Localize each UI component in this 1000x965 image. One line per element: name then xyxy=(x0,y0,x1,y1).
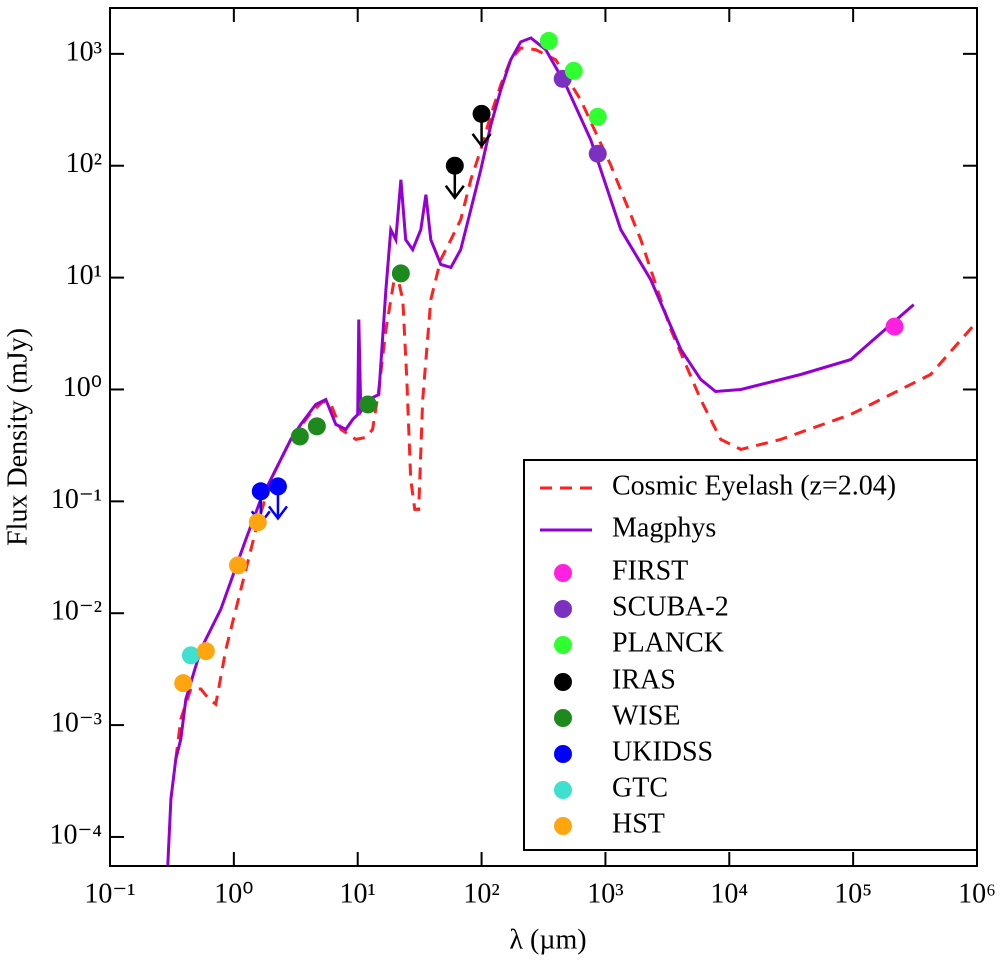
y-tick-label: 10⁻⁴ xyxy=(49,819,102,850)
x-tick-label: 10³ xyxy=(587,878,623,909)
x-tick-label: 10⁻¹ xyxy=(84,878,135,909)
point-group xyxy=(181,646,200,665)
y-tick-label: 10¹ xyxy=(66,260,102,291)
legend-entry: IRAS xyxy=(554,664,676,695)
point-group xyxy=(250,477,288,526)
plot-frame xyxy=(109,7,978,867)
legend-label: FIRST xyxy=(612,555,688,586)
legend-box xyxy=(523,459,978,851)
point-group xyxy=(444,104,492,200)
data-point xyxy=(588,107,607,126)
x-tick-label: 10⁶ xyxy=(958,878,996,909)
legend-entry: FIRST xyxy=(554,555,688,586)
x-tick-label: 10⁰ xyxy=(214,878,253,909)
x-tick-label: 10⁵ xyxy=(834,878,872,909)
legend-label: Cosmic Eyelash (z=2.04) xyxy=(612,470,896,501)
legend-swatch xyxy=(554,673,572,691)
legend-label: IRAS xyxy=(612,664,676,695)
point-group xyxy=(885,317,904,336)
legend-entry: Magphys xyxy=(540,512,716,543)
legend-label: UKIDSS xyxy=(612,736,713,767)
y-axis-label: Flux Density (mJy) xyxy=(2,328,33,546)
legend-label: HST xyxy=(612,808,665,839)
point-group xyxy=(290,264,410,446)
y-tick-label: 10⁻³ xyxy=(51,708,102,739)
data-point xyxy=(228,556,247,575)
legend-label: Magphys xyxy=(612,512,716,543)
x-tick-label: 10⁴ xyxy=(710,878,748,909)
y-tick-label: 10² xyxy=(66,148,102,179)
data-point xyxy=(539,31,558,50)
data-point xyxy=(251,482,270,501)
legend-entry: GTC xyxy=(554,772,668,803)
data-point xyxy=(307,417,326,436)
data-point xyxy=(268,477,287,496)
data-point xyxy=(472,104,491,123)
data-point xyxy=(248,513,267,532)
legend-swatch xyxy=(554,745,572,763)
legend-swatch xyxy=(554,564,572,582)
sed-line xyxy=(166,36,915,866)
x-tick-label: 10¹ xyxy=(340,878,376,909)
x-tick-label: 10² xyxy=(463,878,499,909)
y-tick-label: 10⁰ xyxy=(63,372,102,403)
legend-label: PLANCK xyxy=(612,627,724,658)
data-point xyxy=(358,395,377,414)
legend-label: SCUBA-2 xyxy=(612,591,729,622)
legend-swatch xyxy=(554,709,572,727)
x-axis-label: λ (µm) xyxy=(509,924,586,955)
y-tick-label: 10³ xyxy=(66,36,102,67)
data-point xyxy=(445,156,464,175)
legend-label: GTC xyxy=(612,772,668,803)
data-point xyxy=(391,264,410,283)
data-point xyxy=(181,646,200,665)
y-tick-label: 10⁻¹ xyxy=(51,484,102,515)
legend-entry: UKIDSS xyxy=(554,736,713,767)
data-point xyxy=(174,674,193,693)
legend-entry: HST xyxy=(554,808,665,839)
legend-swatch xyxy=(554,781,572,799)
legend-entry: WISE xyxy=(554,700,680,731)
point-group xyxy=(539,31,607,126)
data-point xyxy=(564,61,583,80)
y-tick-label: 10⁻² xyxy=(51,596,102,627)
point-group xyxy=(174,513,267,693)
legend-swatch xyxy=(554,636,572,654)
data-point xyxy=(196,642,215,661)
data-point xyxy=(290,427,309,446)
legend-entry: SCUBA-2 xyxy=(554,591,729,622)
legend-swatch xyxy=(554,600,572,618)
legend-entry: PLANCK xyxy=(554,627,724,658)
data-point xyxy=(588,144,607,163)
plot-area xyxy=(166,31,977,866)
legend-entry: Cosmic Eyelash (z=2.04) xyxy=(540,470,896,501)
legend-label: WISE xyxy=(612,700,680,731)
legend-swatch xyxy=(554,817,572,835)
data-point xyxy=(885,317,904,336)
